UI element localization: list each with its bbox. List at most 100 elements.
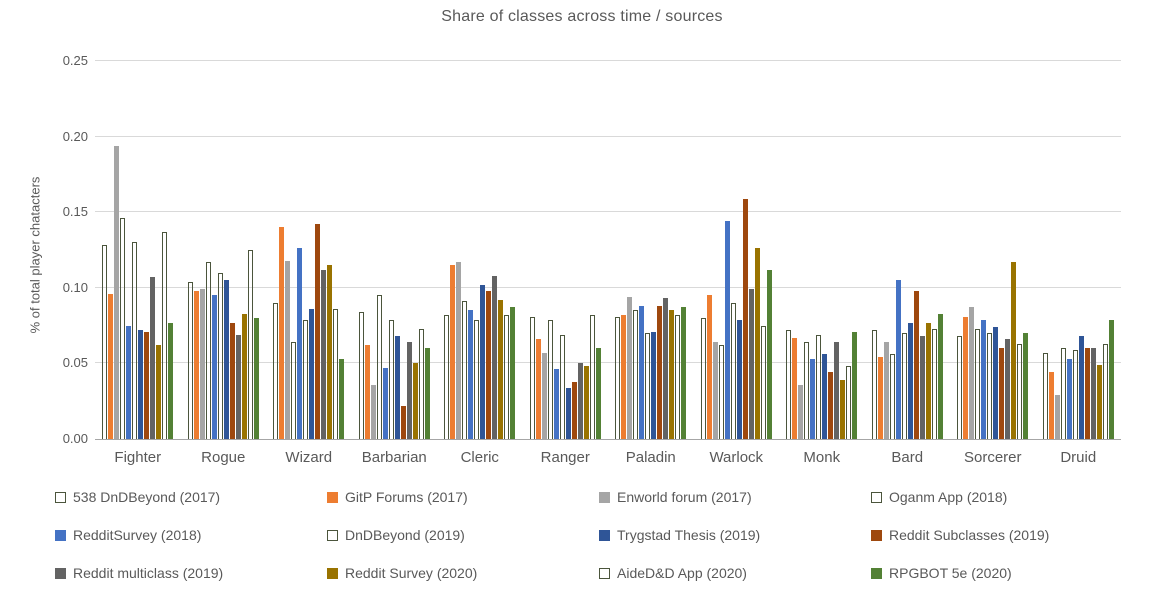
bar: [547, 320, 553, 439]
bar: [235, 335, 241, 439]
bar: [492, 276, 498, 439]
bar: [400, 406, 406, 439]
legend-label: Reddit Subclasses (2019): [889, 527, 1050, 543]
bar: [748, 289, 754, 439]
gridline: [95, 286, 1121, 288]
bar: [1066, 359, 1072, 439]
bar: [1108, 320, 1114, 439]
bar: [852, 332, 858, 439]
bar: [840, 380, 846, 439]
bar: [804, 342, 810, 439]
legend-item: DnDBeyond (2019): [327, 525, 599, 545]
legend-item: RedditSurvey (2018): [55, 525, 327, 545]
bar: [901, 333, 907, 439]
bar: [529, 317, 535, 439]
bar: [444, 315, 450, 439]
bar: [846, 366, 852, 439]
legend-label: Enworld forum (2017): [617, 489, 752, 505]
bar: [333, 309, 339, 439]
bar: [1078, 336, 1084, 439]
legend-label: GitP Forums (2017): [345, 489, 468, 505]
bar: [394, 336, 400, 439]
bar-group-warlock: [694, 61, 780, 439]
bar: [657, 306, 663, 439]
bar: [828, 372, 834, 439]
bar: [913, 291, 919, 439]
legend-label: RedditSurvey (2018): [73, 527, 202, 543]
bar: [1017, 344, 1023, 439]
bar: [187, 282, 193, 439]
x-tick-label: Ranger: [540, 449, 590, 466]
bar: [150, 277, 156, 439]
bar: [595, 348, 601, 439]
gridline: [95, 211, 1121, 213]
legend-swatch: [599, 567, 610, 579]
x-tick-label: Bard: [891, 449, 924, 466]
gridline: [95, 135, 1121, 137]
bar: [1072, 350, 1078, 439]
bar: [963, 317, 969, 439]
bar: [589, 315, 595, 439]
legend-label: AideD&D App (2020): [617, 565, 747, 581]
bar: [663, 298, 669, 439]
bar: [138, 330, 144, 439]
legend-swatch: [599, 491, 610, 503]
bar: [987, 333, 993, 439]
bar: [877, 357, 883, 439]
bar: [993, 327, 999, 439]
bar: [315, 224, 321, 439]
bar: [645, 333, 651, 439]
bar: [754, 248, 760, 439]
bar: [462, 301, 468, 439]
bar: [786, 330, 792, 439]
bar: [474, 320, 480, 439]
bar: [1023, 333, 1029, 439]
bar: [424, 348, 430, 439]
bar: [1090, 348, 1096, 439]
bar: [241, 314, 247, 439]
x-tick-label: Monk: [803, 449, 841, 466]
x-tick-label: Wizard: [285, 449, 333, 466]
legend-label: Trygstad Thesis (2019): [617, 527, 761, 543]
legend-item: AideD&D App (2020): [599, 563, 871, 583]
bar: [553, 369, 559, 439]
bar: [114, 146, 120, 439]
bar: [205, 262, 211, 439]
bar-group-bard: [865, 61, 951, 439]
bar: [724, 221, 730, 439]
y-tick-label: 0.15: [62, 204, 88, 220]
gridline: [95, 60, 1121, 61]
gridline: [95, 362, 1121, 364]
bar: [559, 335, 565, 439]
bar-group-barbarian: [352, 61, 438, 439]
bar: [364, 345, 370, 439]
x-tick-label: Warlock: [709, 449, 764, 466]
x-tick-label: Cleric: [460, 449, 499, 466]
bar: [211, 295, 217, 439]
bar: [1060, 348, 1066, 439]
bar: [760, 326, 766, 439]
legend-label: DnDBeyond (2019): [345, 527, 465, 543]
bar: [651, 332, 657, 439]
bar: [834, 342, 840, 439]
legend-swatch: [871, 529, 882, 541]
bar: [102, 245, 108, 439]
bar: [907, 323, 913, 439]
bar: [327, 265, 333, 439]
bar: [1048, 372, 1054, 439]
bar: [810, 359, 816, 439]
bar: [975, 329, 981, 439]
bar: [285, 261, 291, 439]
bar: [120, 218, 126, 439]
bar: [718, 345, 724, 439]
bar: [156, 345, 162, 439]
legend-swatch: [871, 491, 882, 503]
y-tick-label: 0.10: [62, 279, 88, 295]
bar-group-paladin: [608, 61, 694, 439]
bar: [193, 291, 199, 439]
bar: [565, 388, 571, 439]
legend-label: Reddit Survey (2020): [345, 565, 478, 581]
bar: [706, 295, 712, 439]
bar: [798, 385, 804, 439]
